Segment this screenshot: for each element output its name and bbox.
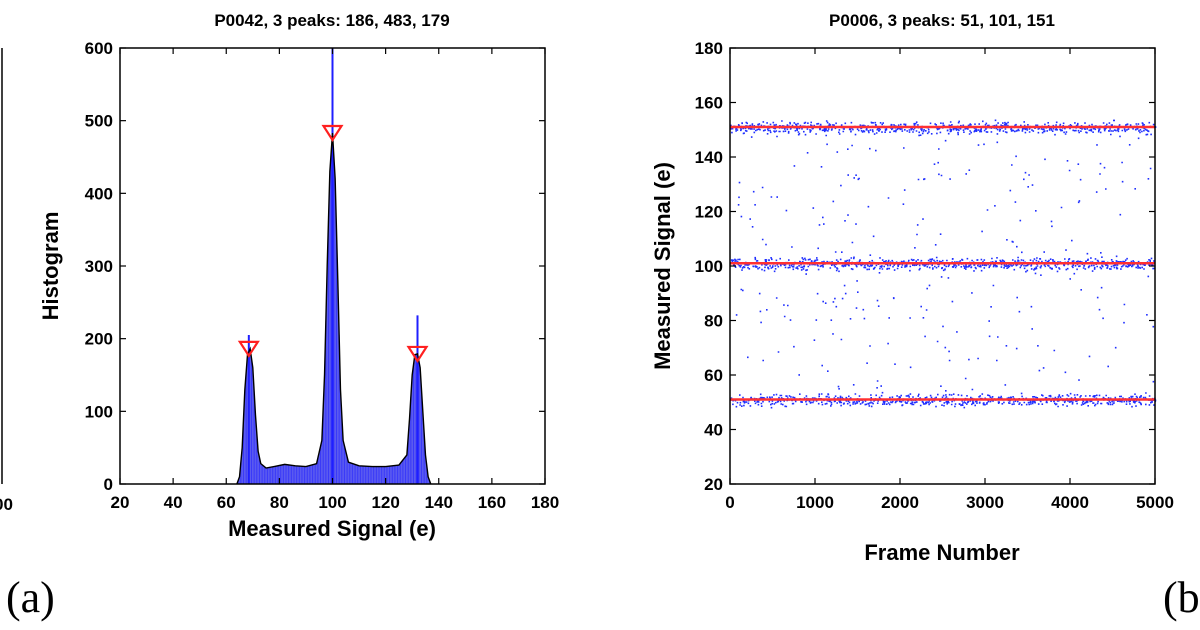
fit-curve	[236, 132, 432, 485]
chart-a-y-tick-label: 500	[85, 112, 113, 131]
chart-b-x-tick-label: 0	[725, 493, 734, 512]
partial-left-plot: 00	[0, 48, 13, 514]
chart-b-y-axis-label: Measured Signal (e)	[650, 162, 675, 370]
chart-b-y-tick-label: 140	[695, 148, 723, 167]
chart-b-x-axis-label: Frame Number	[864, 540, 1020, 565]
chart-a-x-tick-label: 20	[111, 493, 130, 512]
chart-a-x-tick-label: 40	[164, 493, 183, 512]
chart-b-x-tick-label: 5000	[1136, 493, 1174, 512]
chart-b-y-tick-label: 120	[695, 203, 723, 222]
chart-a-y-axis-label: Histogram	[38, 212, 63, 321]
chart-a-title: P0042, 3 peaks: 186, 483, 179	[214, 11, 449, 30]
chart-a-y-tick-label: 100	[85, 402, 113, 421]
chart-b-y-ticks: 20 40 60 80 100 120 140 160 180	[695, 39, 1155, 494]
chart-a-x-tick-label: 160	[478, 493, 506, 512]
chart-b-x-tick-label: 4000	[1051, 493, 1089, 512]
chart-b-title: P0006, 3 peaks: 51, 101, 151	[829, 11, 1055, 30]
histogram-chart: P0042, 3 peaks: 186, 483, 179 20 40 60 80 10…	[38, 11, 559, 541]
peak-marker	[321, 124, 344, 143]
chart-b-y-tick-label: 160	[695, 94, 723, 113]
chart-b-y-tick-label: 40	[704, 421, 723, 440]
chart-a-x-tick-label: 140	[425, 493, 453, 512]
chart-b-x-tick-label: 3000	[966, 493, 1004, 512]
partial-left-tick: 00	[0, 495, 13, 514]
panel-label-a: (a)	[6, 573, 55, 622]
chart-a-y-tick-label: 300	[85, 257, 113, 276]
chart-a-y-tick-label: 400	[85, 184, 113, 203]
chart-a-x-tick-label: 100	[318, 493, 346, 512]
chart-b-y-tick-label: 20	[704, 475, 723, 494]
peak-marker	[237, 340, 260, 358]
chart-b-y-tick-label: 100	[695, 257, 723, 276]
scatter-chart: P0006, 3 peaks: 51, 101, 151 0 1000 2000 30…	[650, 11, 1174, 565]
chart-a-x-ticks: 20 40 60 80 100 120 140 160 180	[111, 48, 559, 512]
chart-a-x-axis-label: Measured Signal (e)	[228, 516, 436, 541]
chart-b-x-ticks: 0 1000 2000 3000 4000 5000	[725, 48, 1174, 512]
chart-a-x-tick-label: 80	[270, 493, 289, 512]
chart-a-y-tick-label: 0	[104, 475, 113, 494]
chart-b-y-tick-label: 60	[704, 366, 723, 385]
chart-a-x-tick-label: 120	[371, 493, 399, 512]
chart-b-y-tick-label: 80	[704, 312, 723, 331]
chart-b-y-tick-label: 180	[695, 39, 723, 58]
panel-label-b: (b	[1163, 573, 1200, 622]
chart-b-x-tick-label: 1000	[796, 493, 834, 512]
chart-a-plot-area	[236, 48, 432, 485]
peak-marker	[406, 345, 429, 363]
chart-a-x-tick-label: 60	[217, 493, 236, 512]
chart-b-plot-area	[730, 119, 1157, 409]
chart-b-x-tick-label: 2000	[881, 493, 919, 512]
chart-a-y-tick-label: 600	[85, 39, 113, 58]
chart-a-y-ticks: 0 100 200 300 400 500 600	[85, 39, 545, 494]
chart-a-y-tick-label: 200	[85, 330, 113, 349]
chart-a-x-tick-label: 180	[531, 493, 559, 512]
